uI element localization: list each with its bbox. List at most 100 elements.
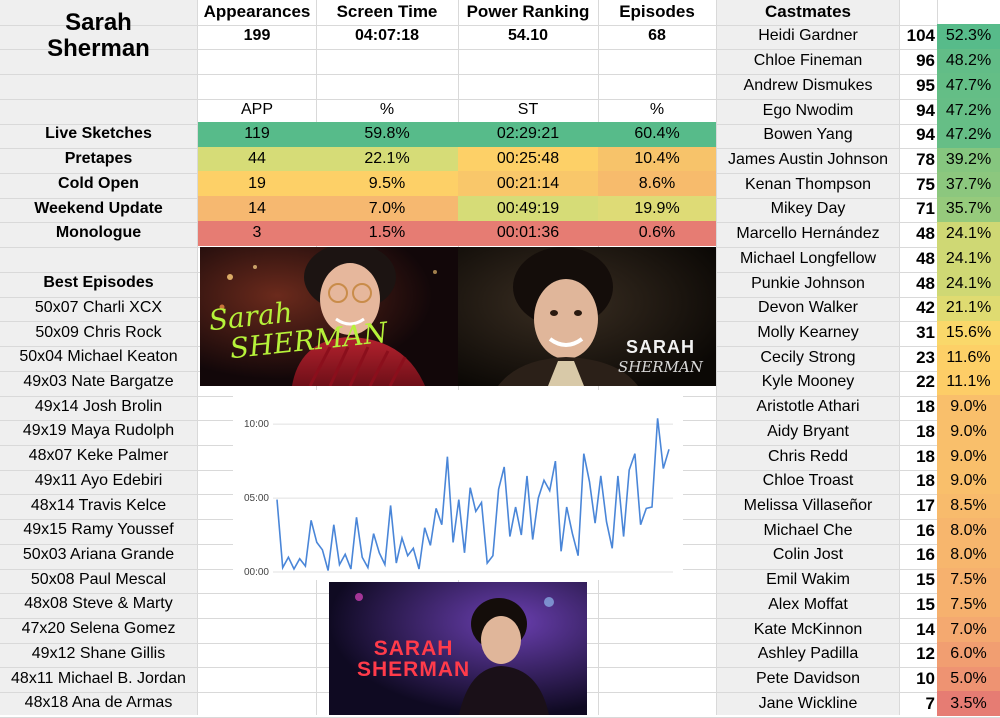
best-episode-item: 48x08 Steve & Marty [24,595,173,613]
best-episode-item: 50x03 Ariana Grande [22,546,175,564]
best-episode-item: 47x20 Selena Gomez [21,620,176,638]
category-app-cell: 19 [198,171,316,197]
best-episode-item: 49x15 Ramy Youssef [23,521,174,539]
header-episodes: Episodes [619,2,695,21]
chart-y-tick-label: 10:00 [244,419,269,430]
category-st-cell: 02:29:21 [458,122,598,147]
category-st-pct-cell: 0.6% [598,220,716,246]
castmate-name: Devon Walker [758,299,858,317]
castmate-count: 22 [916,372,935,392]
chart-y-tick-label: 00:00 [244,567,269,578]
category-label: Monologue [55,224,142,242]
breakdown-header-app: APP [240,101,273,118]
castmate-percent: 9.0% [937,394,1000,420]
castmate-count: 104 [906,26,935,46]
breakdown-header-app-pct: % [379,101,395,118]
castmate-name: Molly Kearney [757,323,859,341]
screen-time-chart-svg: 10:00 05:00 00:00 [244,418,673,578]
castmate-count: 15 [916,594,935,614]
value-power-ranking: 54.10 [507,27,549,44]
page-title: Sarah Sherman [0,0,197,72]
castmate-name: Aristotle Athari [756,398,860,416]
castmate-percent: 7.5% [937,592,1000,618]
photo-3-caption-line2: SHERMAN [357,658,471,681]
photo-sarah-sherman-3: SARAH SHERMAN [329,582,587,715]
castmate-count: 48 [916,248,935,268]
castmate-name: Marcello Hernández [736,225,880,243]
category-st-cell: 00:25:48 [458,146,598,172]
castmate-count: 18 [916,421,935,441]
castmate-percent: 7.5% [937,567,1000,593]
castmate-name: Kate McKinnon [753,620,863,638]
category-label: Weekend Update [34,199,163,217]
category-label: Cold Open [58,174,139,192]
castmate-percent: 3.5% [937,691,1000,717]
category-app-pct-cell: 59.8% [316,122,458,147]
category-st-cell: 00:21:14 [458,171,598,197]
castmate-percent: 52.3% [937,24,1000,49]
gridline-horizontal [0,25,1000,26]
castmate-name: Andrew Dismukes [743,76,873,94]
best-episode-item: 49x19 Maya Rudolph [22,422,175,440]
castmate-name: Melissa Villaseñor [743,497,873,515]
best-episode-item: 48x14 Travis Kelce [30,496,167,514]
castmate-count: 17 [916,496,935,516]
chart-y-tick-label: 05:00 [244,493,269,504]
castmate-count: 18 [916,446,935,466]
best-episode-item: 50x09 Chris Rock [35,323,162,341]
castmate-percent: 47.7% [937,73,1000,99]
gridline-horizontal [0,74,1000,75]
category-label: Live Sketches [45,125,152,143]
gridline-vertical [197,0,198,715]
castmate-percent: 9.0% [937,468,1000,494]
category-st-pct-cell: 8.6% [598,171,716,197]
category-app-cell: 14 [198,196,316,221]
castmate-count: 15 [916,570,935,590]
castmate-name: Aidy Bryant [767,422,849,440]
category-st-pct-cell: 60.4% [598,122,716,147]
best-episodes-header: Best Episodes [43,274,154,291]
photo-sarah-sherman-1: Sarah SHERMAN [200,247,458,386]
castmates-name-column-shade [717,0,899,715]
category-app-pct-cell: 1.5% [316,220,458,246]
castmate-count: 18 [916,397,935,417]
chart-series-line [276,418,670,571]
castmate-percent: 9.0% [937,419,1000,445]
photo-1-art [200,247,458,386]
castmate-percent: 8.5% [937,493,1000,519]
castmate-name: James Austin Johnson [727,150,889,168]
photo-2-art [458,247,716,386]
photo-3-art [329,582,587,715]
category-app-pct-cell: 22.1% [316,146,458,172]
best-episode-item: 49x14 Josh Brolin [34,397,163,415]
gridline-vertical [716,0,717,715]
castmate-percent: 11.1% [937,370,1000,395]
castmate-name: Michael Che [763,521,853,539]
screen-time-chart: 10:00 05:00 00:00 [233,390,683,580]
photo-3-caption: SARAH SHERMAN [357,638,470,680]
castmate-count: 48 [916,224,935,244]
page-title-text: Sarah Sherman [47,9,150,62]
category-st-cell: 00:01:36 [458,220,598,246]
castmates-header: Castmates [765,2,851,21]
category-app-pct-cell: 7.0% [316,196,458,221]
castmate-percent: 7.0% [937,617,1000,642]
castmate-count: 95 [916,75,935,95]
photo-2-caption-line2: SHERMAN [618,358,703,376]
category-app-cell: 119 [198,122,316,147]
castmate-count: 75 [916,174,935,194]
castmate-name: Kenan Thompson [744,175,871,193]
castmate-count: 14 [916,619,935,639]
header-screen-time: Screen Time [336,2,438,21]
castmate-percent: 24.1% [937,221,1000,247]
castmate-percent: 47.2% [937,122,1000,148]
castmate-count: 10 [916,669,935,689]
category-st-pct-cell: 19.9% [598,196,716,221]
castmates-count-column-shade [899,0,937,715]
header-appearances: Appearances [203,2,311,21]
castmate-count: 94 [916,100,935,120]
castmate-name: Jane Wickline [758,694,858,712]
castmate-count: 71 [916,199,935,219]
castmate-percent: 48.2% [937,48,1000,74]
castmate-name: Ego Nwodim [762,101,854,119]
